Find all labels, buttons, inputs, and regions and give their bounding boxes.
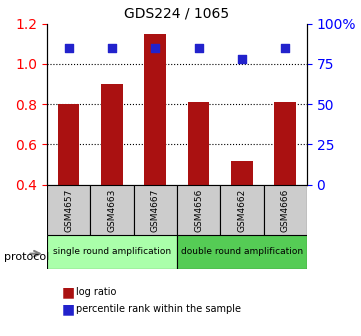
Text: ■: ■ [61, 285, 74, 299]
Text: protocol: protocol [4, 252, 49, 262]
FancyBboxPatch shape [134, 185, 177, 235]
Text: GSM4657: GSM4657 [64, 188, 73, 232]
Bar [144, 34, 166, 185]
Title: GDS224 / 1065: GDS224 / 1065 [124, 7, 230, 21]
Text: GSM4663: GSM4663 [108, 188, 116, 232]
FancyBboxPatch shape [220, 185, 264, 235]
Point [239, 56, 245, 62]
Bar [274, 102, 296, 185]
Bar [231, 161, 253, 185]
Bar [58, 104, 79, 185]
Point [196, 45, 201, 50]
Bar [188, 102, 209, 185]
Text: GSM4656: GSM4656 [194, 188, 203, 232]
Text: ■: ■ [61, 302, 74, 316]
Text: double round amplification: double round amplification [181, 248, 303, 256]
Text: GSM4667: GSM4667 [151, 188, 160, 232]
Point [66, 45, 71, 50]
Text: GSM4662: GSM4662 [238, 188, 246, 232]
Point [152, 45, 158, 50]
FancyBboxPatch shape [177, 185, 220, 235]
Text: GSM4666: GSM4666 [281, 188, 290, 232]
Bar [101, 84, 123, 185]
FancyBboxPatch shape [90, 185, 134, 235]
FancyBboxPatch shape [47, 235, 177, 269]
FancyBboxPatch shape [47, 185, 90, 235]
Text: single round amplification: single round amplification [53, 248, 171, 256]
FancyBboxPatch shape [264, 185, 307, 235]
Text: percentile rank within the sample: percentile rank within the sample [76, 304, 241, 314]
Text: log ratio: log ratio [76, 287, 116, 297]
FancyBboxPatch shape [177, 235, 307, 269]
Point [282, 45, 288, 50]
Point [109, 45, 115, 50]
